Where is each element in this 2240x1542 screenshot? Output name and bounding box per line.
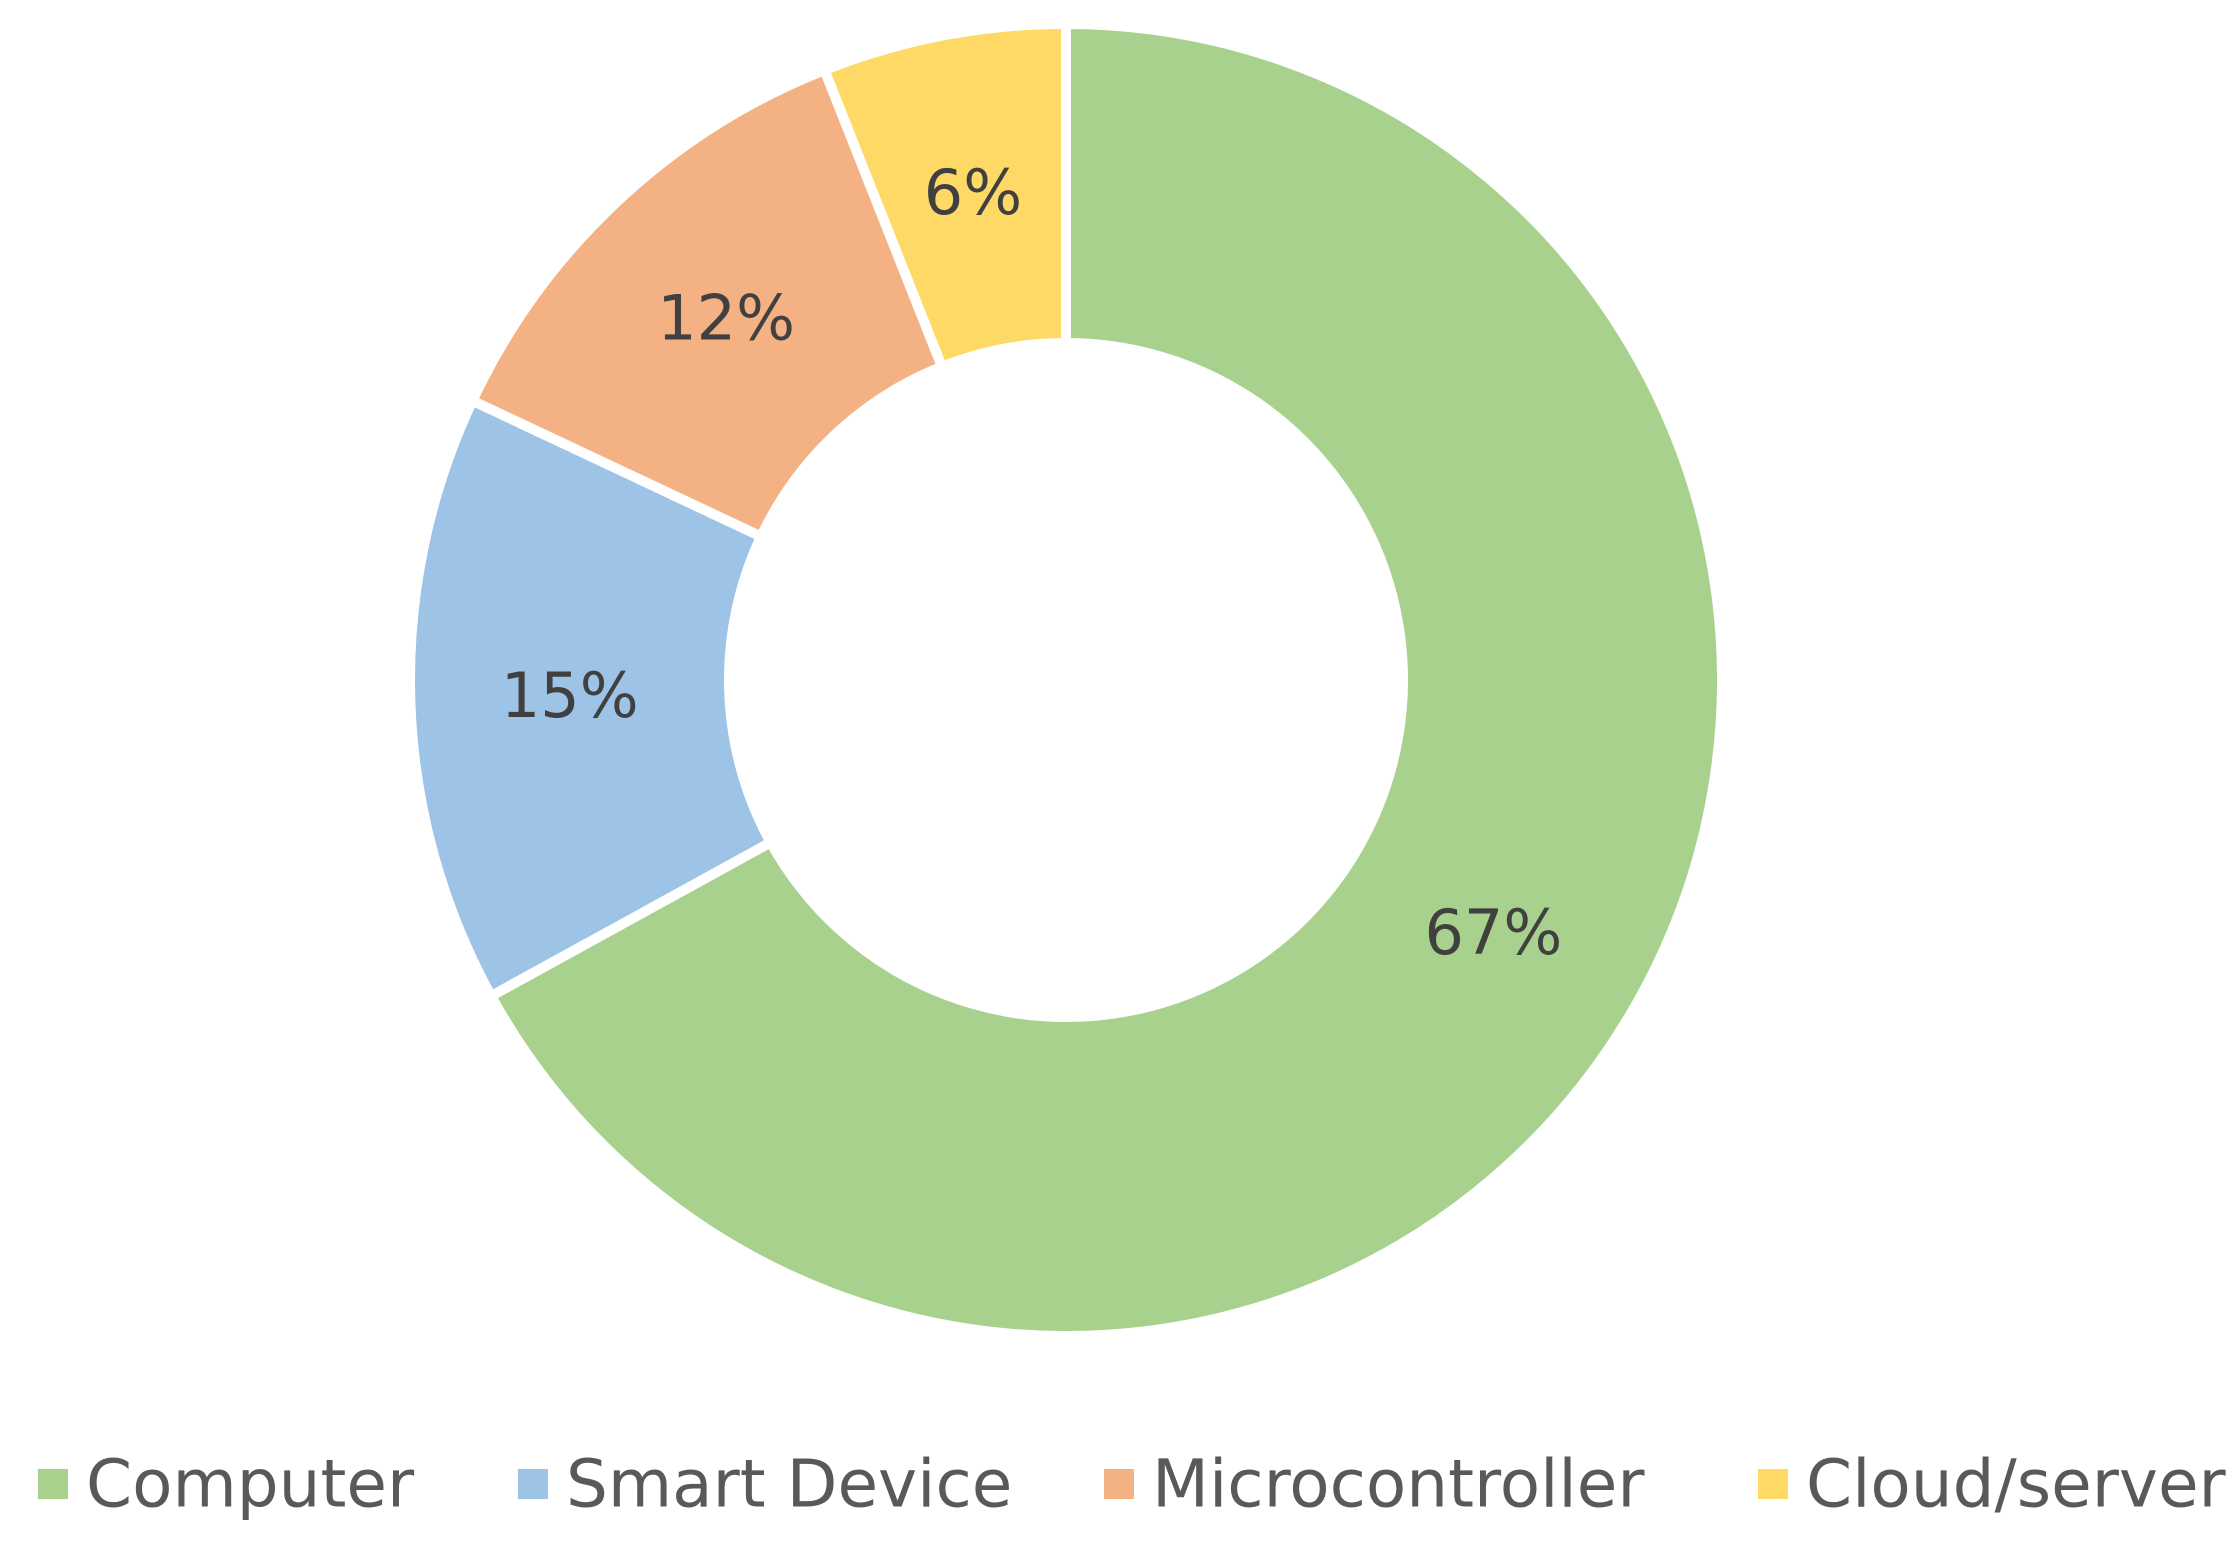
data-label-cloud-server: 6%: [924, 156, 1022, 229]
legend-marker-cloud-server: [1758, 1469, 1788, 1499]
legend-label-microcontroller: Microcontroller: [1152, 1446, 1645, 1523]
data-label-microcontroller: 12%: [657, 282, 795, 355]
slice-microcontroller: [465, 63, 949, 544]
slice-cloud-server: [818, 18, 1071, 374]
legend-marker-smart-device: [518, 1469, 548, 1499]
legend-item-smart-device: Smart Device: [518, 1446, 1012, 1523]
data-label-computer: 67%: [1424, 896, 1562, 969]
legend-marker-computer: [38, 1469, 68, 1499]
legend-item-cloud-server: Cloud/server: [1758, 1446, 2227, 1523]
legend: Computer Smart Device Microcontroller Cloud…: [38, 1446, 2227, 1523]
legend-item-microcontroller: Microcontroller: [1104, 1446, 1645, 1523]
slice-smart-device: [405, 394, 778, 1003]
data-label-smart-device: 15%: [501, 659, 639, 732]
legend-label-smart-device: Smart Device: [566, 1446, 1012, 1523]
data-label-group: 67% 15% 12% 6%: [501, 156, 1562, 969]
slice-group: [405, 18, 1727, 1341]
legend-label-computer: Computer: [86, 1446, 415, 1523]
legend-marker-microcontroller: [1104, 1469, 1134, 1499]
legend-label-cloud-server: Cloud/server: [1806, 1446, 2227, 1523]
legend-item-computer: Computer: [38, 1446, 415, 1523]
slice-computer: [484, 18, 1727, 1341]
